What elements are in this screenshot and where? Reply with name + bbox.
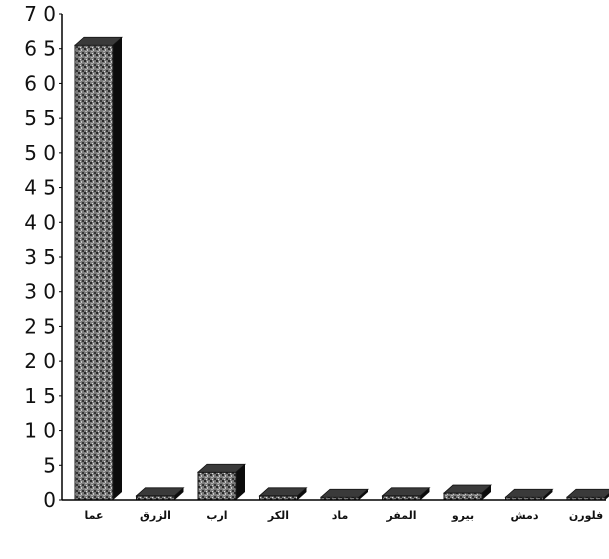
- x-category-label: الزرق: [140, 509, 171, 522]
- bar-side: [420, 487, 430, 500]
- y-tick-label: 0: [43, 488, 56, 512]
- bar-top: [258, 487, 308, 497]
- bar: [135, 487, 185, 501]
- bar-side: [236, 464, 245, 500]
- y-tick-label: 3 0: [24, 280, 56, 304]
- bar-top: [504, 488, 554, 498]
- x-category-label: ماد: [332, 509, 349, 522]
- y-tick-label: 5: [43, 453, 56, 477]
- bar-top: [196, 463, 247, 473]
- bar-side: [113, 37, 122, 500]
- y-tick-label: 5 0: [24, 141, 56, 165]
- y-tick-label: 6 0: [24, 71, 56, 95]
- bar-top: [135, 487, 185, 497]
- y-tick-label: 4 5: [24, 176, 56, 200]
- y-tick-label: 6 5: [24, 37, 56, 61]
- y-tick-label: 4 0: [24, 210, 56, 234]
- y-tick-label: 5 5: [24, 106, 56, 130]
- bar-top: [381, 487, 431, 497]
- bar-side: [605, 493, 609, 500]
- x-category-label: ارب: [206, 509, 227, 522]
- y-tick-label: 7 0: [24, 2, 56, 26]
- bar: [565, 488, 609, 501]
- x-category-label: فلورن: [569, 509, 603, 522]
- bar-side: [297, 487, 307, 500]
- x-category-label: الكر: [267, 509, 289, 522]
- bar-top: [565, 488, 609, 498]
- bar-top: [319, 488, 370, 498]
- bar-side: [482, 485, 491, 500]
- bar: [504, 488, 554, 501]
- bar-top: [73, 36, 124, 46]
- bar: [319, 488, 370, 501]
- bar-front: [443, 492, 483, 501]
- y-tick-label: 1 5: [24, 384, 56, 408]
- bar-side: [174, 487, 184, 500]
- bar: [196, 463, 247, 501]
- y-tick-label: 2 0: [24, 349, 56, 373]
- y-tick-label: 1 0: [24, 419, 56, 443]
- bar-front: [197, 471, 237, 501]
- bar-side: [359, 489, 368, 500]
- bar: [442, 484, 493, 501]
- bar-top: [442, 484, 493, 494]
- bar-side: [543, 489, 553, 500]
- x-category-label: المفر: [385, 509, 416, 522]
- y-tick-label: 3 5: [24, 245, 56, 269]
- bar: [381, 487, 431, 501]
- x-category-label: عما: [84, 509, 103, 522]
- bar: [73, 36, 124, 501]
- bar-front: [74, 44, 114, 501]
- y-tick-label: 2 5: [24, 314, 56, 338]
- x-category-label: دمش: [510, 509, 538, 522]
- bar: [258, 487, 308, 501]
- x-category-label: بيرو: [451, 509, 474, 522]
